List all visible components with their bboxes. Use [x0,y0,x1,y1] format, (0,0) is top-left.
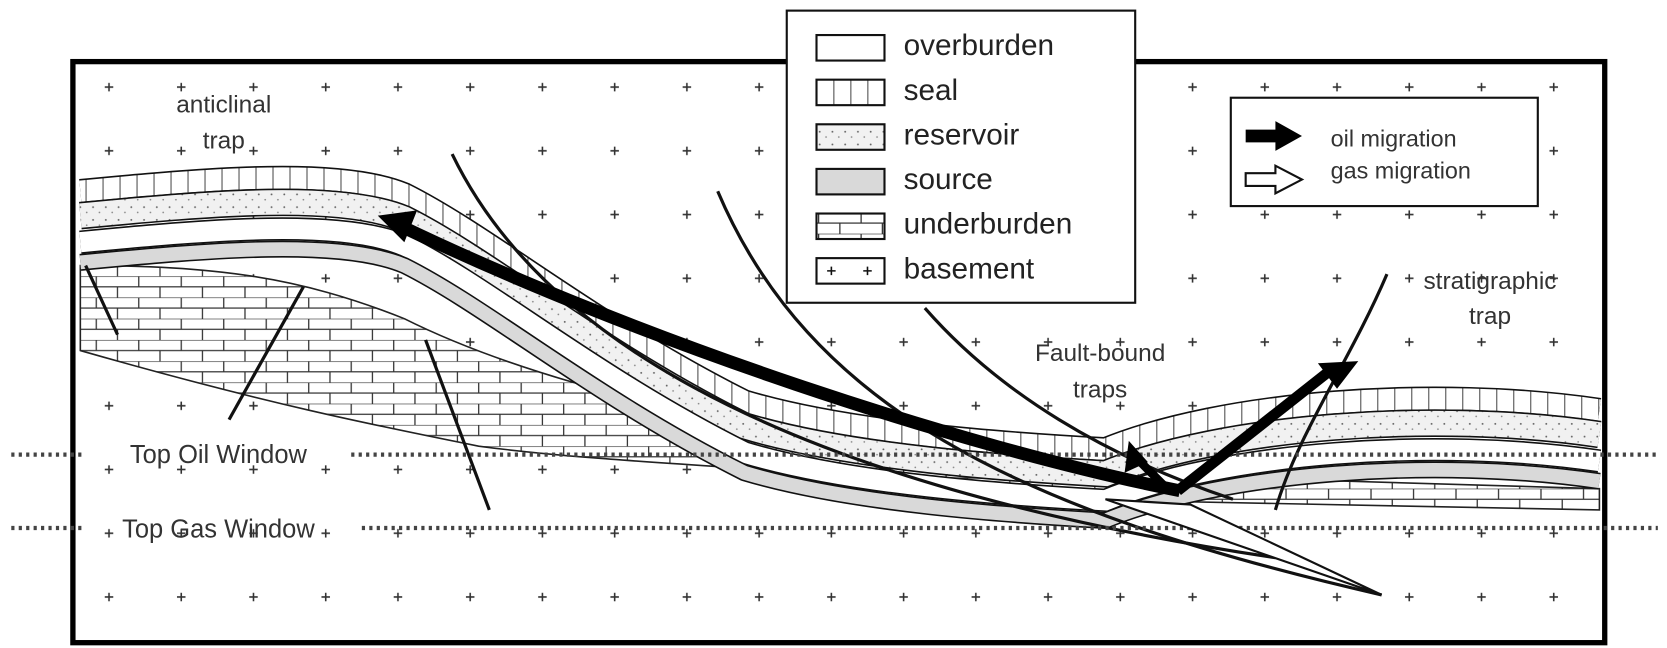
legend-item: oil migration [1331,126,1457,152]
label: trap [1469,303,1511,330]
legend-item: seal [904,74,959,107]
label: anticlinal [176,92,271,119]
legend-item: underburden [904,208,1073,241]
page: overburden seal reservoir source underbu… [0,0,1667,648]
label: stratigraphic [1423,268,1556,295]
legend-item: overburden [904,29,1054,62]
label: Fault-bound [1035,340,1165,367]
diagram: overburden seal reservoir source underbu… [0,0,1667,648]
layer-legend: overburden seal reservoir source underbu… [787,11,1135,303]
legend-item: source [904,163,993,196]
legend-item: reservoir [904,118,1020,151]
migration-legend: oil migration gas migration [1231,98,1538,206]
legend-item: basement [904,252,1035,285]
label: traps [1073,376,1127,403]
legend-item: gas migration [1331,157,1471,183]
label: Top Gas Window [122,516,315,544]
label: trap [203,128,245,155]
label: Top Oil Window [130,441,308,469]
